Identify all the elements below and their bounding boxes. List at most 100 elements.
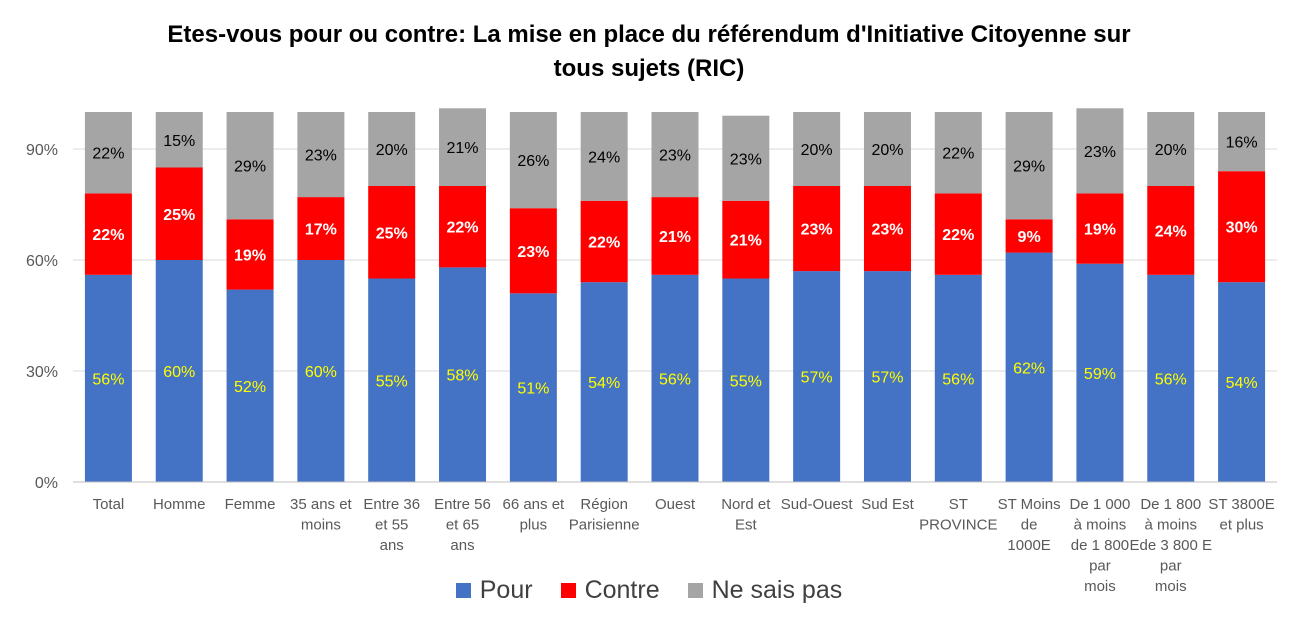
chart-title: Etes-vous pour ou contre: La mise en pla…	[0, 18, 1298, 86]
bar-segment	[863, 112, 911, 186]
data-label: 30%	[1226, 220, 1258, 237]
bar-segment	[509, 208, 557, 294]
data-label: 56%	[659, 371, 691, 388]
x-category-label: Sud-Ouest	[781, 496, 854, 513]
data-label: 62%	[1013, 360, 1045, 377]
data-label: 15%	[163, 133, 195, 150]
bar-segment	[722, 278, 770, 482]
data-label: 55%	[376, 373, 408, 390]
bar-segment	[651, 197, 699, 275]
bar-segment	[1147, 186, 1195, 275]
data-label: 22%	[942, 227, 974, 244]
data-label: 58%	[447, 368, 479, 385]
x-category-label: ans	[450, 537, 474, 554]
bar-segment	[84, 274, 132, 482]
x-category-label: Ede 3 800 E	[1129, 537, 1212, 554]
bar-segment	[226, 112, 274, 220]
bar-segment	[1005, 252, 1053, 482]
data-label: 19%	[1084, 222, 1116, 239]
x-category-label: à moins	[1144, 517, 1197, 534]
x-category-label: à moins	[1074, 517, 1127, 534]
data-label: 24%	[1155, 223, 1187, 240]
legend-swatch	[455, 583, 471, 598]
data-label: 29%	[1013, 159, 1045, 176]
data-label: 20%	[801, 142, 833, 159]
data-label: 21%	[659, 229, 691, 246]
bar-segment	[226, 219, 274, 290]
x-category-label: par	[1160, 558, 1182, 575]
x-category-label: et plus	[1219, 517, 1263, 534]
data-label: 21%	[447, 140, 479, 157]
x-category-label: plus	[520, 517, 548, 534]
data-label: 52%	[234, 379, 266, 396]
legend-label: Pour	[479, 576, 533, 604]
x-category-label: Entre 56	[434, 496, 491, 513]
data-label: 60%	[305, 364, 337, 381]
data-label: 23%	[1084, 144, 1116, 161]
x-category-label: Parisienne	[569, 517, 640, 534]
bar-segment	[368, 112, 416, 186]
data-label: 54%	[588, 375, 620, 392]
data-label: 57%	[871, 370, 903, 387]
bar-segment	[863, 186, 911, 272]
x-category-label: Femme	[225, 496, 276, 513]
data-label: 22%	[92, 146, 124, 163]
data-label: 59%	[1084, 366, 1116, 383]
legend-swatch	[560, 583, 576, 598]
data-label: 20%	[376, 142, 408, 159]
chart-title-line-1: Etes-vous pour ou contre: La mise en pla…	[167, 21, 1131, 48]
bar-segment	[863, 271, 911, 482]
bar-segment	[934, 274, 982, 482]
bar-segment	[297, 112, 345, 198]
legend-item: Ne sais pas	[687, 576, 842, 605]
bar-segment	[1076, 263, 1124, 482]
x-category-label: de	[1021, 517, 1038, 534]
data-label: 60%	[163, 364, 195, 381]
bar-segment	[1218, 171, 1266, 283]
bar-segment	[439, 267, 487, 482]
bar-segment	[934, 193, 982, 275]
x-category-label: De 1 000	[1069, 496, 1130, 513]
bar-segment	[84, 193, 132, 275]
data-label: 9%	[1018, 229, 1041, 246]
bar-segment	[439, 108, 487, 186]
chart-title-line-2: tous sujets (RIC)	[553, 55, 745, 82]
x-category-label: ST Moins	[998, 496, 1061, 513]
x-category-label: par	[1089, 558, 1111, 575]
y-tick-label: 60%	[26, 253, 58, 270]
data-label: 26%	[517, 153, 549, 170]
legend-item: Contre	[560, 576, 660, 605]
bar-segment	[722, 115, 770, 201]
bar-segment	[651, 274, 699, 482]
bar-segment	[580, 200, 628, 283]
bar-segment	[1147, 112, 1195, 186]
bar-segment	[368, 278, 416, 482]
data-label: 51%	[517, 381, 549, 398]
data-label: 22%	[92, 227, 124, 244]
x-category-label: et 55	[375, 517, 408, 534]
x-category-label: 66 ans et	[502, 496, 565, 513]
bar-segment	[580, 282, 628, 482]
bar-segment	[84, 112, 132, 194]
bar-segment	[1005, 219, 1053, 253]
data-label: 56%	[942, 371, 974, 388]
data-label: 23%	[305, 148, 337, 165]
x-category-label: mois	[1155, 578, 1187, 595]
bar-segment	[155, 112, 203, 168]
bar-segment	[509, 293, 557, 482]
data-label: 23%	[730, 151, 762, 168]
x-category-label: PROVINCE	[919, 517, 997, 534]
y-tick-label: 0%	[35, 475, 58, 492]
data-label: 22%	[447, 220, 479, 237]
data-label: 29%	[234, 159, 266, 176]
x-category-label: Ouest	[655, 496, 696, 513]
x-category-label: Total	[93, 496, 125, 513]
x-category-label: Entre 36	[363, 496, 420, 513]
bar-segment	[793, 112, 841, 186]
bar-segment	[722, 200, 770, 279]
x-category-label: 35 ans et	[290, 496, 353, 513]
data-label: 23%	[801, 222, 833, 239]
data-label: 55%	[730, 373, 762, 390]
x-category-label: et 65	[446, 517, 479, 534]
